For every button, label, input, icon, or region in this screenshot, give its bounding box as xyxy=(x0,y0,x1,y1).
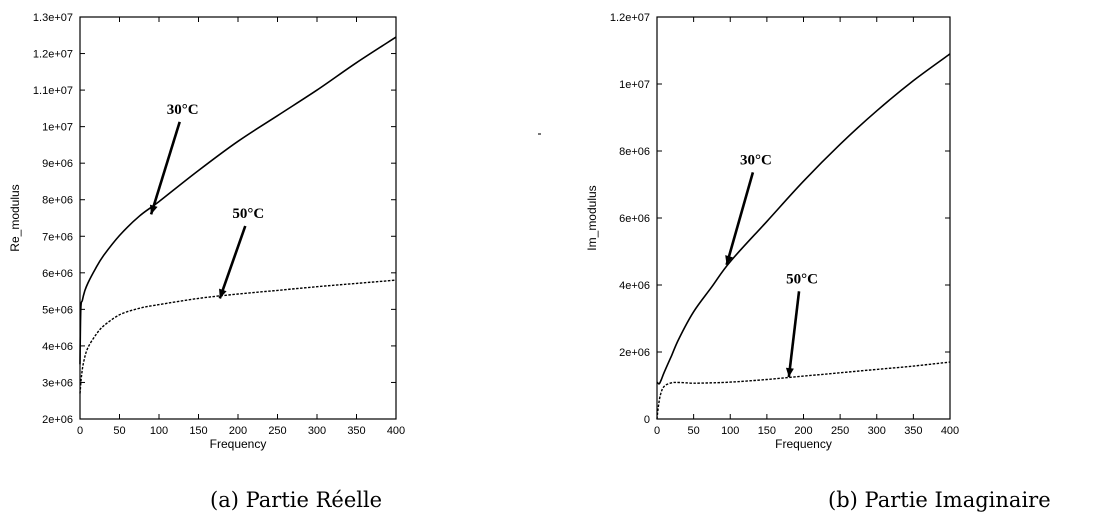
stray-mark xyxy=(538,133,541,135)
y-tick-label: 1.2e+07 xyxy=(610,12,650,24)
caption-imaginary-part: (b) Partie Imaginaire xyxy=(828,488,1051,512)
y-tick-label: 1e+07 xyxy=(619,79,650,91)
x-tick-label: 0 xyxy=(77,425,83,437)
annotation-label: 50°C xyxy=(232,206,264,222)
y-tick-label: 4e+06 xyxy=(619,280,650,292)
y-tick-label: 8e+06 xyxy=(619,146,650,158)
caption-real-part: (a) Partie Réelle xyxy=(210,488,383,512)
y-tick-label: 1.3e+07 xyxy=(33,12,73,24)
x-tick-label: 250 xyxy=(268,425,286,437)
x-tick-label: 150 xyxy=(758,425,776,437)
x-tick-label: 50 xyxy=(113,425,125,437)
x-tick-label: 50 xyxy=(688,425,700,437)
series-line-0 xyxy=(656,53,951,385)
y-tick-label: 1.2e+07 xyxy=(33,49,73,61)
y-tick-label: 9e+06 xyxy=(42,158,73,170)
y-tick-label: 1.1e+07 xyxy=(33,85,73,97)
x-tick-label: 400 xyxy=(941,425,959,437)
x-tick-label: 350 xyxy=(347,425,365,437)
annotation-label: 30°C xyxy=(167,102,199,118)
chart-panel-imaginary: 0 50 100 150 200 250 300 350 400 0 2e+06 4e+06 6e+06… xyxy=(552,0,1104,532)
y-tick-label: 0 xyxy=(644,414,650,426)
series-line-1 xyxy=(79,279,397,394)
x-tick-label: 400 xyxy=(387,425,405,437)
y-tick-label: 4e+06 xyxy=(42,341,73,353)
x-tick-label: 300 xyxy=(868,425,886,437)
annotation-arrow-head xyxy=(785,367,794,378)
x-tick-label: 350 xyxy=(904,425,922,437)
annotation-arrow-line xyxy=(149,121,181,215)
x-tick-label: 150 xyxy=(189,425,207,437)
annotation-label: 30°C xyxy=(740,152,772,168)
x-tick-label: 100 xyxy=(150,425,168,437)
series-line-0 xyxy=(79,36,397,365)
x-axis-title: Frequency xyxy=(775,437,832,451)
chart-panel-real: 0 50 100 150 200 250 300 350 400 2e+06 3e+06 4e+06 5… xyxy=(8,12,405,512)
annotation-arrow-head xyxy=(725,255,733,265)
y-tick-label: 3e+06 xyxy=(42,377,73,389)
series-line-1 xyxy=(656,361,951,420)
x-tick-label: 0 xyxy=(654,425,660,437)
annotation-arrow-head xyxy=(219,288,227,299)
y-tick-label: 2e+06 xyxy=(619,347,650,359)
annotation-arrow-line xyxy=(725,172,755,266)
plot-frame xyxy=(656,16,951,420)
annotation-arrow-line xyxy=(218,225,247,299)
chart-imaginary-part: 0 50 100 150 200 250 300 350 400 0 2e+06 4e+06 6e+06… xyxy=(585,12,959,451)
annotation-label: 50°C xyxy=(786,271,818,287)
y-tick-label: 1e+07 xyxy=(42,122,73,134)
y-tick-label: 8e+06 xyxy=(42,195,73,207)
y-tick-label: 6e+06 xyxy=(42,268,73,280)
x-tick-label: 100 xyxy=(721,425,739,437)
x-axis-title: Frequency xyxy=(210,437,267,451)
chart-real-part: 0 50 100 150 200 250 300 350 400 2e+06 3e+06 4e+06 5… xyxy=(8,12,405,451)
x-tick-label: 250 xyxy=(831,425,849,437)
x-tick-label: 300 xyxy=(308,425,326,437)
y-axis-title: Im_modulus xyxy=(585,185,599,250)
y-tick-label: 6e+06 xyxy=(619,213,650,225)
annotation-arrow-line xyxy=(787,291,801,378)
y-tick-label: 7e+06 xyxy=(42,231,73,243)
y-tick-label: 2e+06 xyxy=(42,414,73,426)
x-tick-label: 200 xyxy=(794,425,812,437)
x-tick-label: 200 xyxy=(229,425,247,437)
y-tick-label: 5e+06 xyxy=(42,304,73,316)
y-axis-title: Re_modulus xyxy=(8,184,22,251)
annotation-arrow-head xyxy=(149,204,158,215)
